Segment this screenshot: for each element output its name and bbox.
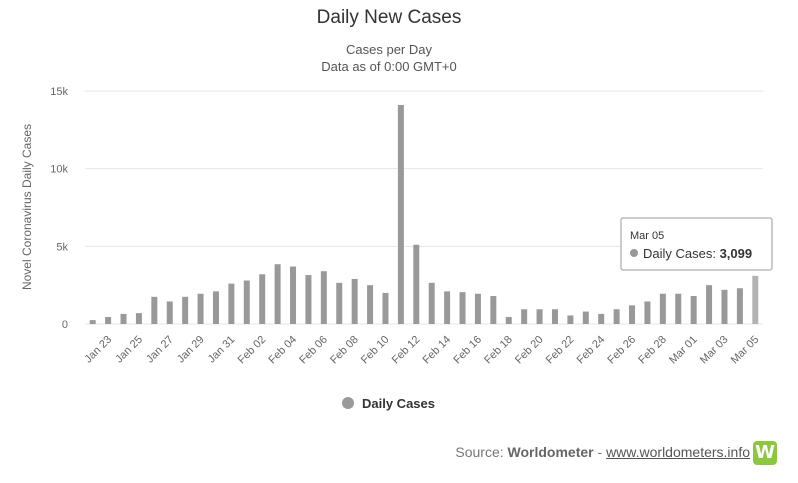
x-tick-label: Jan 31 — [206, 334, 238, 366]
bar[interactable] — [212, 291, 219, 324]
bar[interactable] — [690, 296, 697, 324]
bar[interactable] — [397, 104, 404, 324]
legend-marker — [342, 397, 354, 409]
y-tick-label: 0 — [62, 319, 68, 331]
bar[interactable] — [629, 305, 636, 324]
source-brand: Worldometer — [507, 444, 594, 460]
bar[interactable] — [551, 309, 558, 324]
chart-subtitle-line1: Cases per Day — [346, 42, 432, 57]
tooltip-date: Mar 05 — [630, 230, 664, 242]
y-axis-label: Novel Coronavirus Daily Cases — [20, 124, 34, 290]
bar[interactable] — [320, 271, 327, 324]
bar[interactable] — [474, 293, 481, 324]
bar[interactable] — [105, 317, 112, 324]
tooltip: Mar 05 Daily Cases: 3,099 — [620, 217, 773, 271]
y-tick-label: 10k — [50, 164, 68, 176]
bar[interactable] — [228, 283, 235, 324]
chart-title: Daily New Cases — [317, 7, 462, 28]
bar[interactable] — [243, 280, 250, 324]
bar[interactable] — [305, 275, 312, 324]
x-tick-label: Feb 14 — [421, 334, 454, 367]
y-tick-label: 5k — [56, 241, 68, 253]
bar[interactable] — [536, 309, 543, 324]
bar[interactable] — [89, 320, 96, 324]
bar[interactable] — [675, 293, 682, 324]
source-prefix: Source: — [455, 444, 508, 460]
bar[interactable] — [166, 301, 173, 324]
source-link[interactable]: www.worldometers.info — [606, 444, 750, 460]
bar[interactable] — [367, 285, 374, 324]
bar[interactable] — [567, 315, 574, 324]
bar[interactable] — [582, 311, 589, 324]
y-axis-ticks: 0 5k 10k 15k — [50, 86, 68, 331]
x-tick-label: Feb 04 — [266, 334, 299, 367]
bar[interactable] — [721, 289, 728, 324]
bar[interactable] — [428, 282, 435, 324]
bar[interactable] — [413, 244, 420, 324]
bar[interactable] — [197, 293, 204, 324]
bar[interactable] — [274, 264, 281, 324]
x-tick-label: Feb 18 — [482, 334, 515, 367]
tooltip-label: Daily Cases: — [643, 246, 720, 261]
bar[interactable] — [135, 313, 142, 324]
x-tick-label: Feb 10 — [359, 334, 392, 367]
x-tick-label: Jan 29 — [175, 334, 207, 366]
bar[interactable] — [736, 288, 743, 324]
x-tick-label: Mar 05 — [729, 334, 762, 367]
bar[interactable] — [490, 296, 497, 324]
x-tick-label: Jan 23 — [82, 334, 114, 366]
tooltip-box — [620, 217, 773, 271]
x-tick-label: Feb 26 — [605, 334, 638, 367]
bars — [89, 104, 759, 324]
y-tick-label: 15k — [50, 86, 68, 98]
tooltip-value: 3,099 — [720, 246, 753, 261]
source-separator: - — [593, 444, 607, 460]
bar[interactable] — [120, 313, 127, 324]
bar[interactable] — [459, 292, 466, 324]
x-tick-label: Mar 03 — [698, 334, 731, 367]
bar[interactable] — [613, 309, 620, 324]
bar[interactable] — [598, 313, 605, 324]
x-tick-label: Feb 16 — [451, 334, 484, 367]
x-tick-label: Feb 20 — [513, 334, 546, 367]
legend-label: Daily Cases — [362, 396, 435, 411]
x-tick-label: Feb 24 — [575, 334, 608, 367]
bar[interactable] — [290, 266, 297, 324]
bar[interactable] — [505, 317, 512, 324]
x-tick-label: Mar 01 — [667, 334, 700, 367]
x-tick-label: Feb 02 — [236, 334, 269, 367]
bar[interactable] — [351, 278, 358, 324]
bar[interactable] — [659, 293, 666, 324]
x-tick-label: Feb 08 — [328, 334, 361, 367]
source-credit: Source: Worldometer - www.worldometers.i… — [455, 444, 750, 460]
bar[interactable] — [706, 285, 713, 324]
gridlines — [85, 90, 763, 325]
x-tick-label: Feb 12 — [390, 334, 423, 367]
x-tick-label: Jan 25 — [113, 334, 145, 366]
bar[interactable] — [644, 301, 651, 324]
chart-subtitle-line2: Data as of 0:00 GMT+0 — [321, 59, 456, 74]
bar[interactable] — [382, 292, 389, 324]
tooltip-marker — [630, 249, 638, 257]
bar[interactable] — [444, 291, 451, 324]
bar[interactable] — [182, 296, 189, 324]
x-tick-label: Feb 28 — [636, 334, 669, 367]
bar[interactable] — [151, 296, 158, 324]
tooltip-text: Daily Cases: 3,099 — [643, 246, 752, 261]
x-tick-label: Jan 27 — [144, 334, 176, 366]
legend-daily-cases[interactable]: Daily Cases — [342, 396, 435, 411]
bar[interactable] — [521, 309, 528, 324]
x-tick-label: Feb 06 — [297, 334, 330, 367]
worldometer-logo-icon[interactable]: W — [753, 441, 777, 465]
bar[interactable] — [752, 275, 759, 324]
x-tick-label: Feb 22 — [544, 334, 577, 367]
bar[interactable] — [336, 282, 343, 324]
bar[interactable] — [259, 274, 266, 324]
